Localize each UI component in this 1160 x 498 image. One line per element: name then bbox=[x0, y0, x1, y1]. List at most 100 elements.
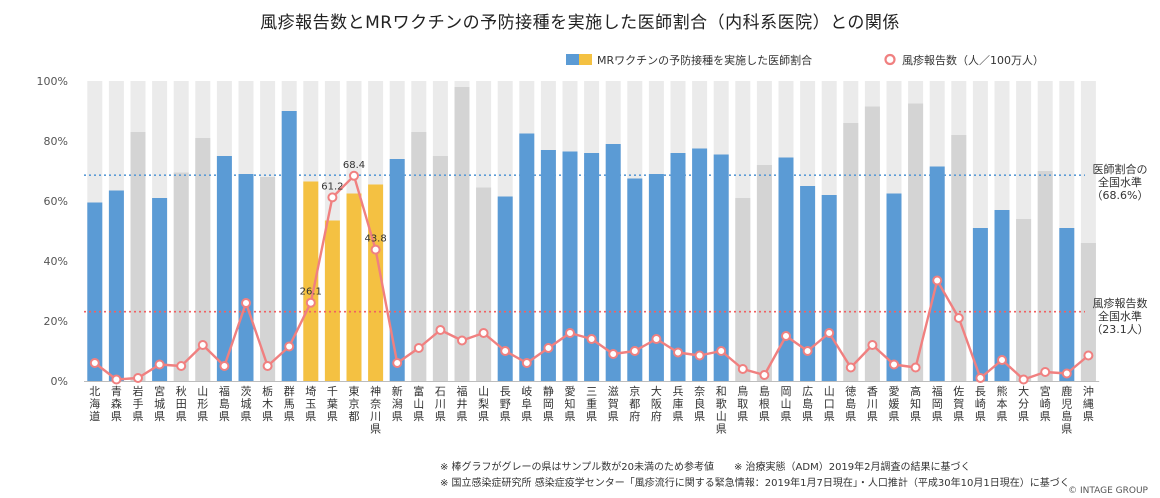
line-point bbox=[673, 347, 683, 358]
bar-11 bbox=[303, 181, 319, 381]
legend-line-label: 風疹報告数（人／100万人） bbox=[902, 53, 1044, 67]
line-point bbox=[89, 358, 100, 368]
y-tick-label: 40% bbox=[44, 255, 68, 268]
bar-30 bbox=[713, 154, 729, 381]
bar-46 bbox=[1059, 228, 1075, 381]
x-tick-label: 島根県 bbox=[759, 384, 770, 423]
x-tick-label: 京都府 bbox=[629, 384, 640, 423]
x-tick-label: 福井県 bbox=[457, 384, 468, 423]
x-tick-label: 滋賀県 bbox=[608, 385, 619, 423]
reference-label-rubella: 風疹報告数 bbox=[1093, 296, 1148, 310]
bar-34 bbox=[800, 186, 816, 381]
x-tick-label: 高知県 bbox=[910, 384, 921, 423]
line-point bbox=[975, 373, 986, 383]
bar-32 bbox=[756, 165, 772, 381]
line-point bbox=[349, 170, 359, 181]
reference-label-doctor: 全国水準 bbox=[1098, 175, 1142, 189]
x-tick-label: 千葉県 bbox=[327, 385, 338, 423]
line-point bbox=[392, 358, 403, 368]
line-point bbox=[111, 374, 122, 385]
line-point bbox=[176, 361, 187, 371]
x-tick-label: 鳥取県 bbox=[737, 384, 748, 423]
bar-9 bbox=[260, 177, 276, 381]
line-point bbox=[478, 328, 489, 338]
line-point bbox=[608, 349, 619, 359]
footnote-sample-size: ※ 棒グラフがグレーの県はサンプル数が20未満のため参考値 ※ 治療実態（ADM… bbox=[440, 462, 971, 473]
line-point bbox=[305, 297, 316, 308]
bar-44 bbox=[1016, 219, 1032, 381]
x-tick-label: 長崎県 bbox=[975, 385, 986, 423]
x-tick-label: 愛知県 bbox=[565, 385, 576, 423]
line-point bbox=[932, 275, 943, 286]
bar-25 bbox=[605, 144, 621, 381]
bar-6 bbox=[195, 138, 211, 381]
x-tick-label: 東京都 bbox=[349, 385, 360, 423]
x-tick-label: 三重県 bbox=[586, 385, 597, 423]
bar-10 bbox=[281, 111, 297, 381]
x-tick-label: 秋田県 bbox=[176, 384, 187, 423]
bar-28 bbox=[670, 153, 686, 381]
y-tick-label: 0% bbox=[51, 375, 68, 388]
x-tick-label: 石川県 bbox=[435, 385, 446, 423]
bar-26 bbox=[627, 178, 643, 381]
line-point bbox=[910, 362, 921, 373]
x-tick-label: 広島県 bbox=[802, 385, 813, 423]
x-tick-label: 富山県 bbox=[413, 384, 424, 423]
line-point bbox=[457, 335, 467, 346]
line-point bbox=[262, 361, 273, 371]
x-tick-label: 神奈川県 bbox=[370, 384, 381, 436]
bar-39 bbox=[908, 103, 924, 381]
bar-5 bbox=[173, 172, 189, 381]
reference-label-rubella: 全国水準 bbox=[1098, 309, 1142, 323]
line-point bbox=[953, 313, 964, 323]
bar-3 bbox=[130, 132, 146, 381]
x-tick-label: 北海道 bbox=[89, 385, 100, 423]
line-point bbox=[997, 355, 1007, 365]
line-point bbox=[759, 370, 770, 380]
x-tick-label: 埼玉県 bbox=[305, 384, 316, 423]
bar-36 bbox=[843, 123, 859, 381]
bar-47 bbox=[1080, 243, 1096, 381]
line-point bbox=[327, 192, 338, 203]
bar-2 bbox=[108, 190, 124, 381]
line-point bbox=[1018, 374, 1029, 385]
x-tick-label: 栃木県 bbox=[262, 384, 273, 423]
bar-37 bbox=[864, 106, 880, 381]
bar-21 bbox=[519, 133, 535, 381]
legend: MRワクチンの予防接種を実施した医師割合 風疹報告数（人／100万人） bbox=[566, 53, 1044, 67]
x-tick-label: 福岡県 bbox=[932, 384, 943, 423]
line-point bbox=[586, 334, 597, 344]
reference-label-rubella: （23.1人） bbox=[1091, 323, 1149, 336]
x-tick-label: 大阪府 bbox=[651, 384, 662, 423]
x-tick-label: 山形県 bbox=[197, 385, 208, 423]
bar-38 bbox=[886, 193, 902, 381]
copyright: © INTAGE GROUP bbox=[1068, 486, 1148, 496]
bar-35 bbox=[821, 195, 837, 381]
y-tick-label: 100% bbox=[37, 75, 68, 88]
line-point bbox=[802, 346, 813, 356]
x-tick-label: 佐賀県 bbox=[953, 384, 964, 423]
line-point bbox=[219, 361, 230, 371]
data-label: 26.1 bbox=[300, 287, 322, 298]
line-point bbox=[845, 362, 856, 373]
x-tick-label: 岡山県 bbox=[781, 385, 792, 423]
bar-43 bbox=[994, 210, 1010, 381]
bar-12 bbox=[324, 220, 340, 381]
line-point bbox=[133, 373, 143, 383]
y-tick-label: 60% bbox=[44, 195, 68, 208]
line-point bbox=[1040, 367, 1051, 377]
x-tick-label: 岩手県 bbox=[133, 384, 144, 423]
bar-27 bbox=[648, 174, 664, 381]
legend-bar-label: MRワクチンの予防接種を実施した医師割合 bbox=[597, 53, 812, 67]
x-tick-label: 奈良県 bbox=[694, 384, 705, 423]
x-tick-label: 山梨県 bbox=[478, 385, 489, 423]
bar-15 bbox=[389, 159, 405, 381]
x-tick-label: 兵庫県 bbox=[673, 385, 684, 423]
x-tick-label: 鹿児島県 bbox=[1061, 384, 1072, 436]
chart-title: 風疹報告数とMRワクチンの予防接種を実施した医師割合（内科系医院）との関係 bbox=[260, 13, 900, 33]
x-tick-label: 宮崎県 bbox=[1040, 384, 1051, 423]
x-tick-label: 新潟県 bbox=[392, 384, 403, 423]
bar-series bbox=[87, 87, 1096, 381]
line-point bbox=[154, 359, 165, 370]
